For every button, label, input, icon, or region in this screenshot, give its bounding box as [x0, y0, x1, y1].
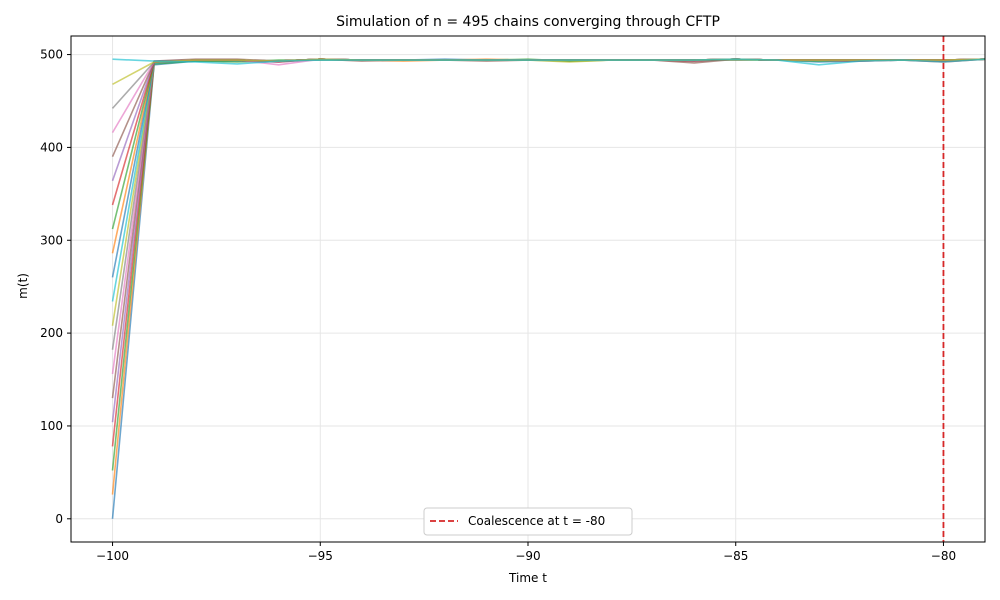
y-tick-label: 100 [40, 419, 63, 433]
x-axis-label: Time t [508, 571, 547, 585]
grid [71, 36, 985, 542]
x-tick-label: −80 [931, 549, 956, 563]
x-tick-label: −100 [96, 549, 129, 563]
series-lines [111, 58, 986, 519]
y-tick-label: 0 [55, 512, 63, 526]
series-line-20 [112, 58, 986, 66]
x-tick-label: −95 [308, 549, 333, 563]
y-tick-label: 300 [40, 233, 63, 247]
legend-box [423, 507, 633, 536]
legend-label: Coalescence at t = -80 [468, 514, 605, 528]
y-tick-label: 400 [40, 140, 63, 154]
x-tick-label: −85 [723, 549, 748, 563]
x-tick-label: −90 [515, 549, 540, 563]
y-axis-ticks: 0 100 200 300 400 500 [40, 48, 71, 526]
chart-title: Simulation of n = 495 chains converging … [336, 14, 720, 30]
y-axis-label: m(t) [16, 273, 30, 299]
y-tick-label: 200 [40, 326, 63, 340]
x-axis-ticks: −100 −95 −90 −85 −80 [96, 542, 956, 563]
y-tick-label: 500 [40, 48, 63, 62]
legend: Coalescence at t = -80 [423, 507, 633, 536]
